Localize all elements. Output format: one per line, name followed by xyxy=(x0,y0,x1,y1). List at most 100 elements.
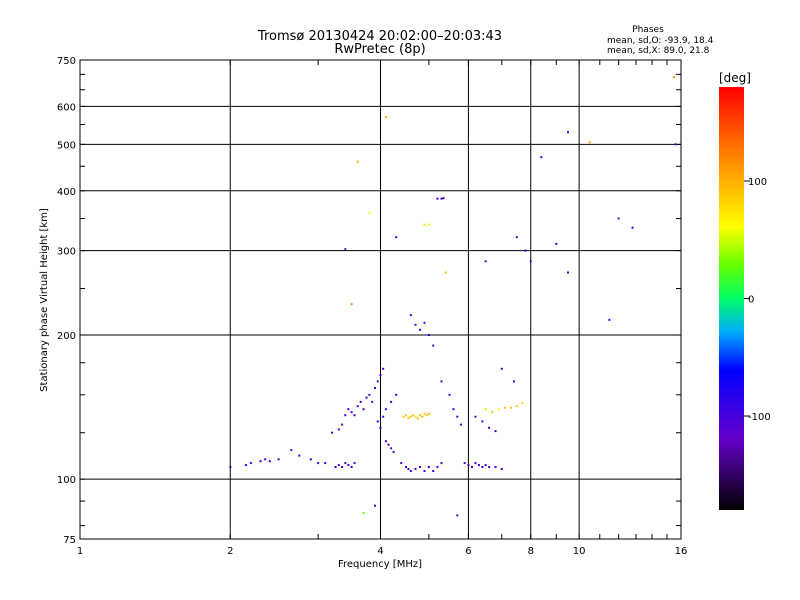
data-point xyxy=(440,197,443,200)
y-tick-label: 400 xyxy=(57,187,76,198)
data-point xyxy=(390,447,393,450)
data-point xyxy=(463,462,466,465)
data-point xyxy=(259,460,262,463)
data-point xyxy=(382,415,385,418)
data-points xyxy=(229,76,677,517)
data-point xyxy=(474,415,477,418)
y-tick-label: 100 xyxy=(57,475,76,486)
data-point xyxy=(229,466,232,468)
data-point xyxy=(423,412,426,415)
data-point xyxy=(427,223,430,226)
data-point xyxy=(419,414,421,417)
data-point xyxy=(344,414,347,417)
data-point xyxy=(395,236,398,239)
data-point xyxy=(379,426,382,429)
phases-heading: Phases xyxy=(632,25,664,35)
x-tick-labels: 1 2 4 6 8 10 16 xyxy=(77,546,688,557)
data-point xyxy=(427,412,430,415)
data-point xyxy=(427,466,430,468)
colorbar xyxy=(719,87,744,510)
data-point xyxy=(407,417,410,420)
data-point xyxy=(456,514,459,517)
data-point xyxy=(405,414,407,417)
x-tick-label: 2 xyxy=(227,546,233,557)
phases-line-o: mean, sd,O: -93.9, 18.4 xyxy=(607,36,714,46)
data-point xyxy=(500,367,503,370)
data-point xyxy=(249,462,252,465)
data-point xyxy=(356,160,359,163)
data-point xyxy=(374,504,376,507)
y-tick-label: 200 xyxy=(57,331,76,342)
data-point xyxy=(423,223,426,226)
data-point xyxy=(481,420,484,423)
colorbar-tick-label: 0 xyxy=(748,295,754,306)
data-point xyxy=(298,454,301,457)
data-point xyxy=(484,408,487,411)
data-point xyxy=(362,408,365,411)
data-point xyxy=(540,156,543,159)
data-point xyxy=(448,393,451,396)
data-point xyxy=(365,396,368,399)
data-point xyxy=(341,466,344,468)
data-point xyxy=(387,443,390,446)
data-point xyxy=(350,411,353,414)
data-point xyxy=(376,420,379,423)
data-point xyxy=(414,323,417,326)
data-point xyxy=(353,462,356,465)
y-tick-label: 750 xyxy=(57,56,76,67)
data-point xyxy=(350,303,353,306)
data-point xyxy=(414,468,417,470)
data-point xyxy=(344,462,347,465)
data-point xyxy=(423,470,426,472)
data-point xyxy=(414,415,417,418)
data-point xyxy=(512,380,515,383)
data-point xyxy=(400,462,403,465)
x-tick-label: 10 xyxy=(573,546,586,557)
data-point xyxy=(347,408,350,411)
data-point xyxy=(368,211,371,214)
data-point xyxy=(436,466,439,468)
data-point xyxy=(436,197,439,200)
data-point xyxy=(567,271,569,274)
data-point xyxy=(509,406,512,409)
data-point xyxy=(432,344,435,347)
data-point xyxy=(617,217,620,220)
chart-title: Tromsø 20130424 20:02:00–20:03:43 xyxy=(257,29,502,44)
colorbar-label: [deg] xyxy=(719,71,751,85)
data-point xyxy=(350,466,353,468)
data-point xyxy=(674,143,677,146)
data-point xyxy=(456,415,459,418)
data-point xyxy=(331,431,334,434)
x-axis-label: Frequency [MHz] xyxy=(338,559,422,570)
data-point xyxy=(524,249,527,252)
data-point xyxy=(460,423,462,426)
data-point xyxy=(419,466,421,468)
data-point xyxy=(341,423,344,426)
data-point xyxy=(376,380,379,383)
data-point xyxy=(567,131,569,134)
data-point xyxy=(407,468,410,470)
x-tick-label: 1 xyxy=(77,546,83,557)
data-point xyxy=(409,314,412,317)
y-tick-labels: 75 100 200 300 400 500 600 750 xyxy=(57,56,76,546)
data-point xyxy=(379,374,382,376)
data-point xyxy=(500,468,503,470)
data-point xyxy=(488,466,491,468)
data-point xyxy=(395,393,398,396)
data-point xyxy=(421,415,424,418)
data-point xyxy=(353,414,356,417)
data-point xyxy=(467,464,470,467)
x-tick-label: 8 xyxy=(528,546,534,557)
data-point xyxy=(390,400,393,403)
data-point xyxy=(673,76,676,79)
data-point xyxy=(324,462,327,465)
data-point xyxy=(440,380,443,383)
data-point xyxy=(427,334,430,336)
data-point xyxy=(362,512,365,514)
data-point xyxy=(344,248,347,251)
data-point xyxy=(368,393,371,396)
colorbar-tick-label: -100 xyxy=(748,412,771,423)
data-point xyxy=(412,414,415,417)
x-tick-label: 6 xyxy=(465,546,471,557)
